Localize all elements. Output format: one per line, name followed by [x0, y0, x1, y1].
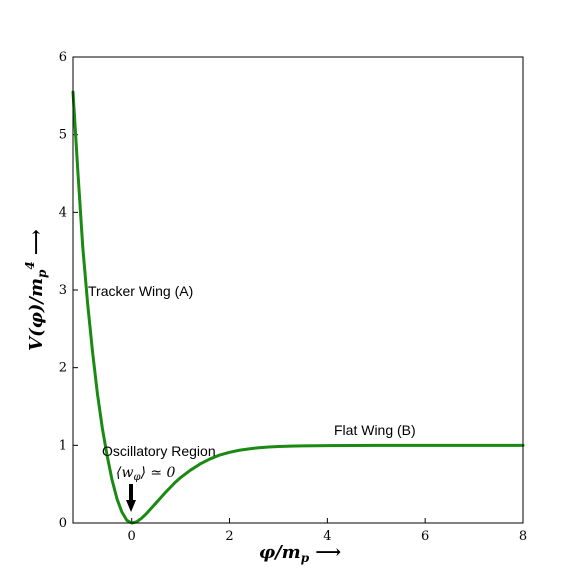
annotation-average-eos: ⟨wφ⟩ ≃ 0	[116, 465, 176, 483]
y-tick-label: 4	[59, 205, 67, 220]
x-tick-label: 8	[519, 529, 527, 544]
x-tick-label: 6	[421, 529, 429, 544]
arrow-to-minimum	[126, 484, 136, 512]
x-axis-label: φ/mp ⟶	[259, 542, 342, 565]
y-axis-label: V(φ)/mp4 ⟶	[23, 229, 49, 351]
y-tick-label: 1	[59, 438, 67, 453]
plot-frame	[72, 56, 524, 524]
x-tick-label: 0	[128, 529, 136, 544]
y-tick-label: 3	[59, 283, 67, 298]
y-tick-label: 0	[59, 516, 67, 531]
x-tick-label: 2	[225, 529, 233, 544]
potential-curve	[71, 90, 525, 525]
y-tick-label: 5	[59, 128, 67, 143]
y-axis-ticks: 0 1 2 3 4 5 6	[59, 50, 78, 531]
y-tick-label: 2	[59, 361, 67, 376]
x-tick-label: 4	[323, 529, 331, 544]
annotation-tracker-wing: Tracker Wing (A)	[88, 283, 193, 299]
x-axis-ticks: 0 2 4 6 8	[128, 518, 527, 544]
annotation-oscillatory-region: Oscillatory Region	[102, 443, 216, 459]
annotation-flat-wing: Flat Wing (B)	[334, 422, 416, 438]
y-tick-label: 6	[59, 50, 67, 65]
